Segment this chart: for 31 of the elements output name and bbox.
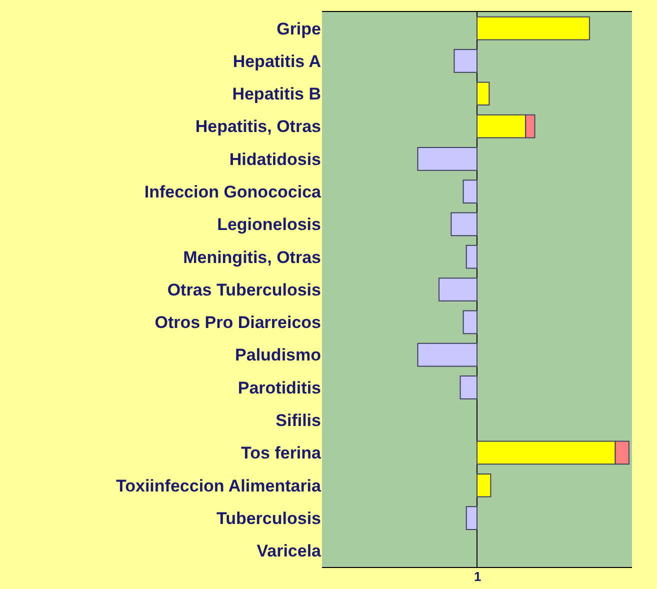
y-tick-label: Sifilis (276, 411, 321, 430)
bar (454, 49, 478, 73)
bar (460, 376, 478, 400)
bar (462, 180, 478, 204)
y-tick-label: Meningitis, Otras (183, 248, 321, 267)
bar (476, 82, 490, 106)
y-tick-label: Parotiditis (238, 378, 321, 398)
y-tick-label: Hepatitis A (232, 52, 321, 71)
y-tick-label: Hepatitis B (232, 84, 321, 104)
bar (476, 16, 590, 40)
y-tick-label: Gripe (276, 19, 321, 38)
bar (417, 146, 478, 171)
y-tick-label: Otros Pro Diarreicos (154, 313, 321, 332)
bar (450, 212, 478, 236)
bar (462, 310, 478, 334)
y-tick-label: Otras Tuberculosis (167, 280, 321, 300)
y-tick-label: Infeccion Gonococica (144, 182, 322, 202)
y-tick-label: Toxiinfeccion Alimentaria (116, 476, 322, 496)
bar (466, 244, 478, 269)
bar (466, 506, 478, 530)
y-tick-label: Paludismo (235, 346, 321, 365)
y-tick-label: Varicela (256, 542, 322, 561)
y-tick-label: Tuberculosis (216, 508, 321, 528)
y-tick-label: Hepatitis, Otras (195, 117, 321, 136)
y-tick-label: Legionelosis (217, 215, 321, 234)
text: 1 (474, 569, 482, 584)
bar (476, 473, 492, 498)
bar (438, 278, 478, 302)
y-tick-label: Tos ferina (241, 444, 322, 463)
y-tick-label: Hidatidosis (229, 150, 321, 169)
bar (417, 342, 478, 367)
